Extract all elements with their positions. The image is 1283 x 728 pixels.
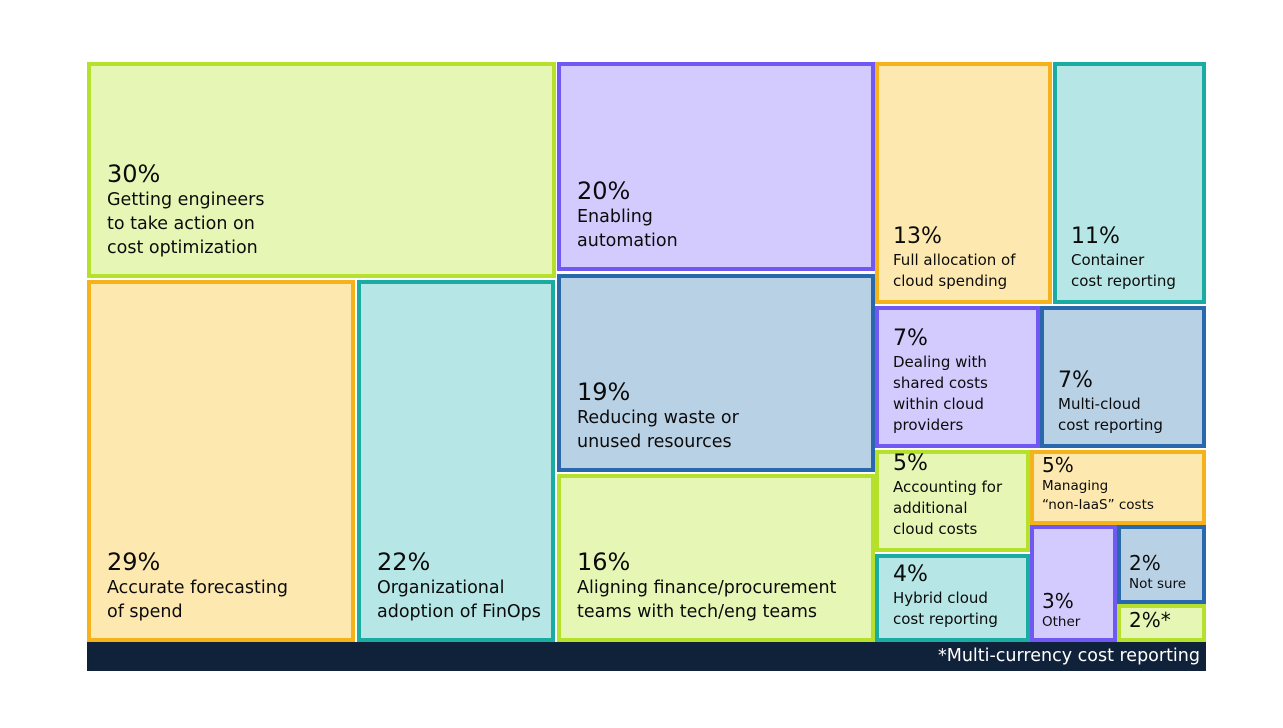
tile-value: 20% — [577, 177, 631, 205]
tile-text: 5% Accounting for additional cloud costs — [893, 451, 1020, 540]
treemap-tile: 5% Accounting for additional cloud costs — [875, 450, 1030, 552]
tile-text: 20% Enabling automation — [577, 177, 865, 253]
tile-text: 2%* — [1129, 608, 1196, 632]
treemap-tile: 7% Dealing with shared costs within cloud… — [875, 306, 1040, 448]
treemap-tile: 4% Hybrid cloud cost reporting — [875, 554, 1030, 642]
tile-value: 7% — [893, 326, 928, 351]
tile-text: 22% Organizational adoption of FinOps — [377, 548, 545, 624]
tile-text: 13% Full allocation of cloud spending — [893, 224, 1042, 292]
tile-value: 30% — [107, 160, 161, 188]
tile-label: Full allocation of cloud spending — [893, 251, 1016, 290]
tile-text: 3% Other — [1042, 589, 1107, 632]
tile-value: 13% — [893, 224, 942, 249]
tile-text: 16% Aligning finance/procurement teams wi… — [577, 548, 865, 624]
footnote-text: *Multi-currency cost reporting — [937, 646, 1200, 666]
tile-text: 19% Reducing waste or unused resources — [577, 378, 865, 454]
treemap-tile: 11% Container cost reporting — [1053, 62, 1206, 304]
treemap-tile: 7% Multi-cloud cost reporting — [1040, 306, 1206, 448]
treemap-tile: 19% Reducing waste or unused resources — [557, 274, 875, 472]
tile-text: 5% Managing “non-IaaS” costs — [1042, 453, 1196, 515]
treemap-tile: 3% Other — [1030, 525, 1117, 642]
treemap-tile: 2% Not sure — [1117, 525, 1206, 604]
tile-label: Container cost reporting — [1071, 251, 1176, 290]
tile-value: 3% — [1042, 589, 1074, 613]
treemap-tile: 29% Accurate forecasting of spend — [87, 280, 355, 642]
tile-label: Aligning finance/procurement teams with … — [577, 578, 837, 622]
tile-value: 7% — [1058, 368, 1093, 393]
tile-value: 5% — [1042, 453, 1074, 477]
tile-value: 29% — [107, 548, 161, 576]
tile-text: 30% Getting engineers to take action on c… — [107, 160, 546, 260]
treemap-tile: 13% Full allocation of cloud spending — [875, 62, 1052, 304]
tile-label: Multi-cloud cost reporting — [1058, 395, 1163, 434]
tile-value: 2%* — [1129, 608, 1171, 632]
tile-label: Accounting for additional cloud costs — [893, 478, 1003, 538]
tile-text: 29% Accurate forecasting of spend — [107, 548, 345, 624]
tile-value: 2% — [1129, 551, 1161, 575]
treemap-tile: 22% Organizational adoption of FinOps — [357, 280, 555, 642]
treemap-tile: 2%* — [1117, 604, 1206, 642]
tile-value: 4% — [893, 562, 928, 587]
tile-label: Dealing with shared costs within cloud p… — [893, 353, 988, 434]
tile-text: 7% Multi-cloud cost reporting — [1058, 368, 1196, 436]
tile-label: Enabling automation — [577, 207, 678, 251]
tile-label: Hybrid cloud cost reporting — [893, 589, 998, 628]
tile-value: 11% — [1071, 224, 1120, 249]
tile-label: Not sure — [1129, 576, 1187, 592]
tile-label: Other — [1042, 614, 1081, 630]
tile-label: Managing “non-IaaS” costs — [1042, 478, 1154, 513]
tile-value: 22% — [377, 548, 431, 576]
tile-value: 19% — [577, 378, 631, 406]
tile-text: 7% Dealing with shared costs within cloud… — [893, 326, 1030, 436]
tile-label: Reducing waste or unused resources — [577, 408, 739, 452]
footnote-bar: *Multi-currency cost reporting — [87, 642, 1206, 671]
tile-label: Organizational adoption of FinOps — [377, 578, 541, 622]
tile-label: Getting engineers to take action on cost… — [107, 190, 265, 258]
treemap-tile: 30% Getting engineers to take action on c… — [87, 62, 556, 278]
tile-value: 16% — [577, 548, 631, 576]
tile-text: 11% Container cost reporting — [1071, 224, 1196, 292]
tile-label: Accurate forecasting of spend — [107, 578, 288, 622]
treemap-tile: 16% Aligning finance/procurement teams wi… — [557, 474, 875, 642]
treemap-tile: 5% Managing “non-IaaS” costs — [1030, 450, 1206, 525]
tile-value: 5% — [893, 451, 928, 476]
treemap-tile: 20% Enabling automation — [557, 62, 875, 271]
tile-text: 4% Hybrid cloud cost reporting — [893, 562, 1020, 630]
tile-text: 2% Not sure — [1129, 551, 1196, 594]
